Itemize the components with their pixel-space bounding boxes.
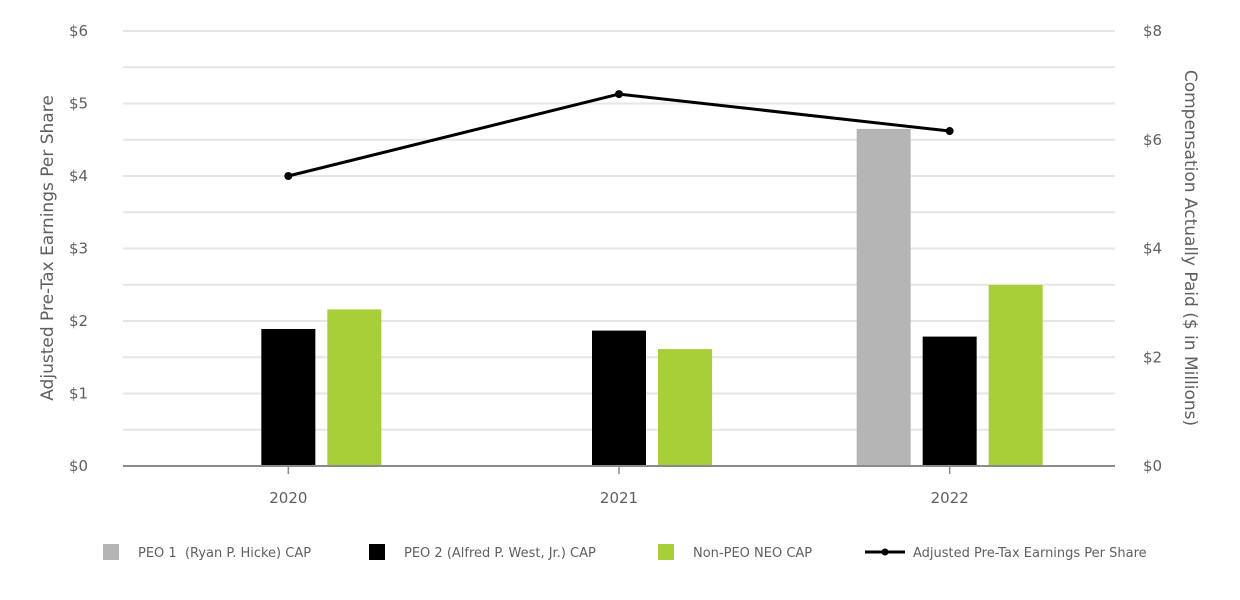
left-axis-title: Adjusted Pre-Tax Earnings Per Share — [38, 95, 58, 401]
x-tick-label: 2020 — [269, 489, 307, 507]
right-axis-ticks: $0 $2 $4 $6 $8 — [1143, 22, 1162, 475]
legend-marker-eps — [881, 548, 889, 556]
bar — [856, 128, 911, 466]
line-point — [945, 127, 954, 136]
legend-swatch-peo2 — [369, 544, 385, 560]
legend-swatch-peo1 — [103, 544, 119, 560]
right-tick-label: $4 — [1143, 240, 1162, 258]
left-tick-label: $3 — [69, 240, 88, 258]
right-tick-label: $6 — [1143, 131, 1162, 149]
x-tick-label: 2021 — [600, 489, 638, 507]
bar — [922, 336, 977, 466]
bar — [592, 330, 646, 466]
left-tick-label: $5 — [69, 95, 88, 113]
left-tick-label: $2 — [69, 312, 88, 330]
legend-label-non-peo: Non-PEO NEO CAP — [693, 546, 812, 561]
bar — [658, 349, 712, 466]
bars — [261, 128, 1043, 466]
line-point — [615, 90, 623, 99]
left-tick-label: $0 — [69, 457, 88, 475]
legend-label-peo1: PEO 1 (Ryan P. Hicke) CAP — [138, 546, 311, 561]
eps-line-series — [284, 90, 954, 180]
x-tick-label: 2022 — [931, 489, 969, 507]
x-axis-ticks: 2020 2021 2022 — [269, 466, 969, 507]
left-tick-label: $4 — [69, 167, 88, 185]
bar — [327, 309, 382, 466]
right-tick-label: $0 — [1143, 457, 1162, 475]
legend-swatch-non-peo — [658, 544, 674, 560]
bar — [261, 328, 316, 466]
right-tick-label: $2 — [1143, 348, 1162, 366]
bar — [988, 284, 1043, 466]
left-axis-ticks: $0 $1 $2 $3 $4 $5 $6 — [69, 22, 88, 475]
left-tick-label: $1 — [69, 385, 88, 403]
right-axis-title: Compensation Actually Paid ($ in Million… — [1180, 70, 1200, 426]
right-tick-label: $8 — [1143, 22, 1162, 40]
line-path — [287, 92, 950, 178]
line-point — [284, 172, 293, 180]
legend-label-peo2: PEO 2 (Alfred P. West, Jr.) CAP — [404, 546, 596, 561]
left-tick-label: $6 — [69, 22, 88, 40]
legend: PEO 1 (Ryan P. Hicke) CAP PEO 2 (Alfred … — [103, 544, 1147, 561]
legend-label-eps: Adjusted Pre-Tax Earnings Per Share — [913, 546, 1147, 561]
